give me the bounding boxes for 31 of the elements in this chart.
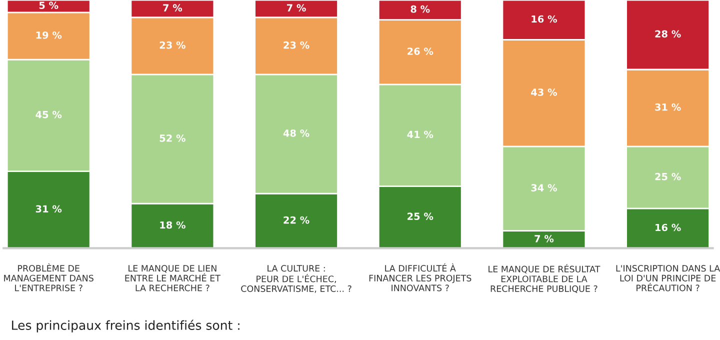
data-label: 43 % (531, 88, 557, 96)
data-label: 23 % (284, 41, 310, 49)
data-label: 28 % (655, 30, 681, 38)
data-label: 7 % (534, 234, 554, 242)
data-label: 16 % (532, 15, 557, 23)
data-label: 25 % (408, 212, 434, 220)
data-label: 19 % (36, 31, 62, 39)
data-label: 34 % (531, 184, 557, 192)
data-label: 45 % (36, 110, 62, 118)
data-label: 7 % (286, 4, 306, 12)
x-tick-label: L'INSCRIPTION DANS LA LOI D'UN PRINCIPE DE PRÉCAUTION ? (616, 265, 720, 292)
x-tick-label: LE MANQUE DE RÉSULTAT EXPLOITABLE DE LA RECHERCHE PUBLIQUE ? (488, 264, 600, 293)
data-label: 22 % (284, 216, 310, 224)
data-label: 5 % (39, 2, 58, 10)
x-tick-label: LE MANQUE DE LIEN ENTRE LE MARCHÉ ET LA RECHERCHE ? (125, 265, 220, 292)
x-tick-label: LA CULTURE : PEUR DE L'ÉCHEC, CONSERVATISME, ETC... ? (241, 265, 352, 293)
data-label: 31 % (36, 205, 62, 213)
x-tick-label: PROBLÈME DE MANAGEMENT DANS L'ENTREPRISE ? (4, 263, 94, 292)
data-label: 25 % (655, 172, 681, 180)
data-label: 26 % (408, 48, 434, 55)
data-label: 52 % (160, 134, 186, 142)
text: Les principaux freins identifiés sont : (12, 320, 240, 332)
data-label: 7 % (163, 4, 182, 12)
data-label: 31 % (655, 103, 681, 111)
data-label: 16 % (656, 224, 681, 232)
data-label: 23 % (160, 41, 186, 49)
data-label: 18 % (160, 221, 186, 229)
data-label: 8 % (410, 5, 430, 13)
data-label: 41 % (407, 130, 434, 138)
data-label: 48 % (283, 129, 310, 137)
x-tick-label: LA DIFFICULTÉ À FINANCER LES PROJETS INNOVANTS ? (369, 263, 472, 292)
